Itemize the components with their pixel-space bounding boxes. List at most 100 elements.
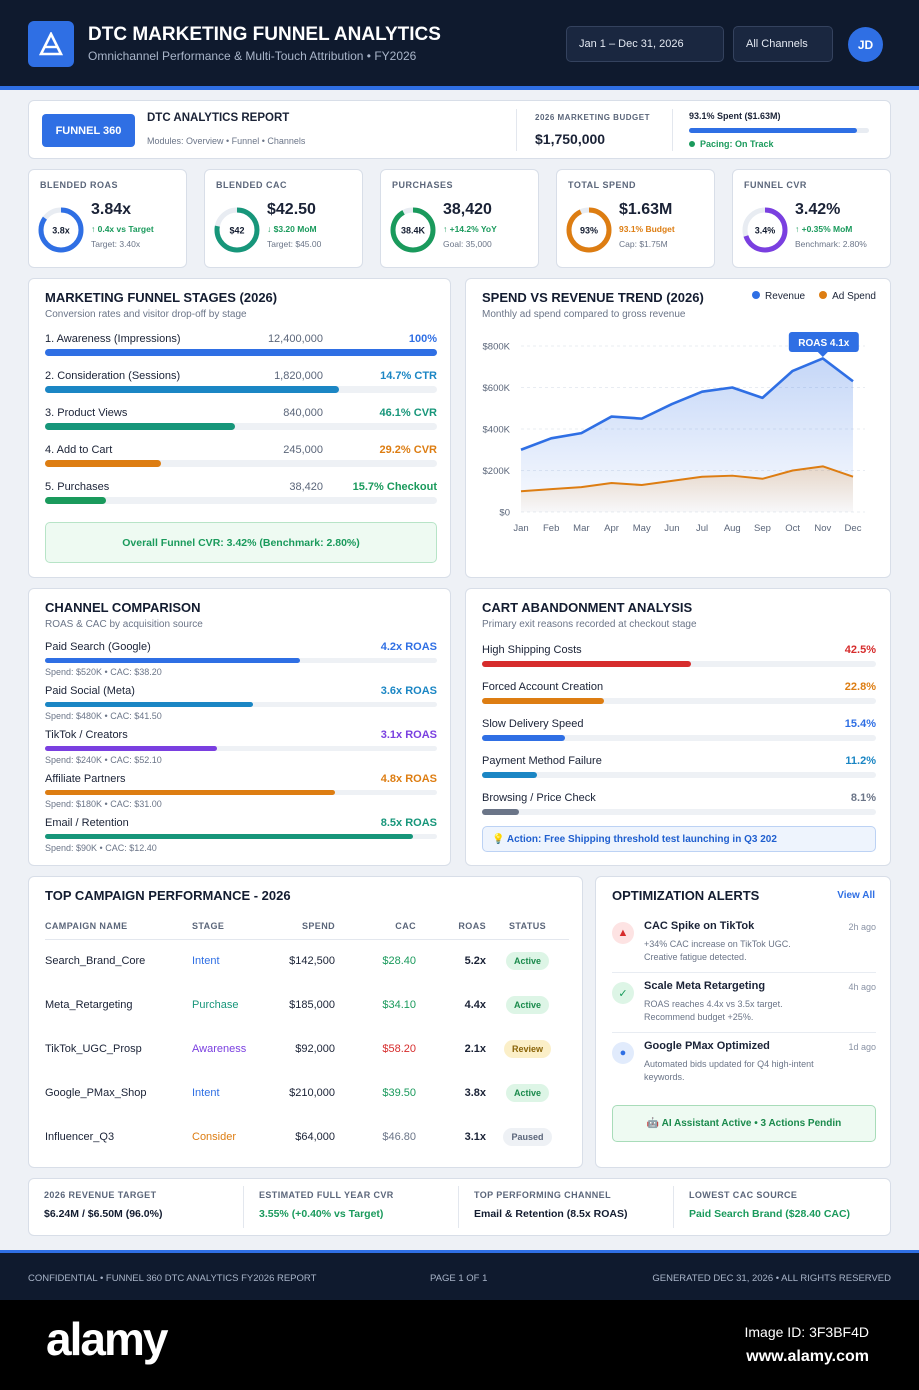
x-tick-label: Apr	[604, 523, 619, 534]
table-row[interactable]: Google_PMax_Shop Intent $210,000 $39.50 3.8x…	[45, 1071, 569, 1115]
campaign-name: Meta_Retargeting	[45, 999, 133, 1011]
date-range-picker[interactable]: Jan 1 – Dec 31, 2026	[566, 26, 724, 62]
kpi-delta: 93.1% Budget	[619, 224, 675, 234]
x-tick-label: Nov	[814, 523, 831, 534]
column-header[interactable]: CAMPAIGN NAME	[45, 913, 192, 940]
channel-name: Paid Social (Meta)	[45, 685, 135, 697]
funnel-bar	[45, 349, 437, 356]
funnel-stage-rate: 14.7% CTR	[380, 370, 437, 382]
x-tick-label: Sep	[754, 523, 771, 534]
cart-bar-track	[482, 661, 876, 667]
watermark-id: Image ID: 3F3BF4D	[744, 1324, 870, 1340]
funnel-stage-row[interactable]: 2. Consideration (Sessions) 1,820,000 14.7…	[45, 370, 437, 406]
funnel-stage-name: 3. Product Views	[45, 407, 128, 419]
table-row[interactable]: TikTok_UGC_Prosp Awareness $92,000 $58.20 2.…	[45, 1027, 569, 1071]
x-tick-label: Feb	[543, 523, 559, 534]
cart-reason-row[interactable]: High Shipping Costs 42.5%	[482, 644, 876, 680]
y-tick-label: $600K	[483, 383, 511, 394]
kpi-delta: ↑ +14.2% YoY	[443, 224, 497, 234]
kpi-ring-fill	[214, 207, 260, 253]
kpi-card[interactable]: PURCHASES 38.4K 38,420 ↑ +14.2% YoY Goal: 35…	[380, 169, 539, 268]
channel-row[interactable]: Email / Retention 8.5x ROAS Spend: $90K • …	[45, 817, 437, 861]
kpi-card[interactable]: BLENDED CAC $42 $42.50 ↓ $3.20 MoM Target: $…	[204, 169, 363, 268]
funnel-stage-name: 2. Consideration (Sessions)	[45, 370, 181, 382]
channel-filter-select[interactable]: All Channels	[733, 26, 833, 62]
divider	[516, 109, 517, 151]
status-badge[interactable]: Review	[503, 1040, 552, 1058]
channel-row[interactable]: Paid Social (Meta) 3.6x ROAS Spend: $480K …	[45, 685, 437, 729]
series-area-0	[521, 358, 853, 512]
footer-stat-value: Paid Search Brand ($28.40 CAC)	[689, 1208, 851, 1220]
channel-row[interactable]: Paid Search (Google) 4.2x ROAS Spend: $520…	[45, 641, 437, 685]
campaign-cac: $28.40	[382, 955, 416, 968]
user-avatar[interactable]: JD	[848, 27, 883, 62]
ai-assistant-box[interactable]: 🤖 AI Assistant Active • 3 Actions Pendin	[612, 1105, 876, 1142]
kpi-ring: 3.4%	[742, 207, 788, 253]
alert-item[interactable]: ● Google PMax Optimized 1d ago Automated bi…	[612, 1040, 876, 1096]
kpi-card[interactable]: FUNNEL CVR 3.4% 3.42% ↑ +0.35% MoM Benchmark…	[732, 169, 891, 268]
footer-center: PAGE 1 OF 1	[430, 1273, 488, 1284]
cart-reason-pct: 15.4%	[844, 718, 876, 730]
campaign-stage: Intent	[192, 955, 220, 968]
kpi-card[interactable]: TOTAL SPEND 93% $1.63M 93.1% Budget Cap: $1.…	[556, 169, 715, 268]
alerts-card: OPTIMIZATION ALERTS View All 🤖 AI Assist…	[595, 876, 891, 1168]
status-badge[interactable]: Active	[505, 952, 549, 971]
channel-roas: 4.8x ROAS	[380, 773, 437, 785]
funnel-stage-row[interactable]: 1. Awareness (Impressions) 12,400,000 100%	[45, 333, 437, 369]
cart-action-box[interactable]: 💡 Action: Free Shipping threshold test l…	[482, 826, 876, 852]
cart-reason-row[interactable]: Forced Account Creation 22.8%	[482, 681, 876, 717]
kpi-value: 38,420	[443, 201, 492, 218]
cart-reason-row[interactable]: Browsing / Price Check 8.1%	[482, 792, 876, 828]
view-all-link[interactable]: View All	[837, 890, 875, 901]
funnel-stage-count: 38,420	[289, 481, 323, 493]
status-badge[interactable]: Paused	[503, 1128, 552, 1146]
funnel-title: MARKETING FUNNEL STAGES (2026)	[45, 290, 278, 305]
funnel-stage-row[interactable]: 4. Add to Cart 245,000 29.2% CVR	[45, 444, 437, 480]
pacing-status: Pacing: On Track	[689, 139, 774, 149]
roas-annotation: ROAS 4.1x	[798, 338, 850, 349]
cart-subtitle: Primary exit reasons recorded at checkou…	[482, 619, 697, 630]
cart-bar-track	[482, 735, 876, 741]
kpi-target: Target: $45.00	[267, 239, 322, 249]
funnel-logo-icon[interactable]	[28, 21, 74, 67]
column-header[interactable]: SPEND	[262, 913, 335, 940]
divider	[612, 972, 876, 973]
channel-row[interactable]: Affiliate Partners 4.8x ROAS Spend: $180K …	[45, 773, 437, 817]
alert-item[interactable]: ✓ Scale Meta Retargeting 4h ago ROAS reache…	[612, 980, 876, 1036]
funnel-stage-rate: 100%	[408, 333, 437, 345]
funnel-stage-row[interactable]: 5. Purchases 38,420 15.7% Checkout	[45, 481, 437, 517]
cart-bar	[482, 735, 565, 741]
kpi-card[interactable]: BLENDED ROAS 3.8x 3.84x ↑ 0.4x vs Target Tar…	[28, 169, 187, 268]
divider	[243, 1186, 244, 1228]
alert-title: Scale Meta Retargeting	[644, 980, 766, 992]
y-tick-label: $0	[499, 508, 510, 519]
y-tick-label: $800K	[483, 342, 511, 353]
column-header[interactable]: STAGE	[192, 913, 262, 940]
alert-item[interactable]: ▲ CAC Spike on TikTok 2h ago +34% CAC incre…	[612, 920, 876, 976]
column-header[interactable]: STATUS	[486, 913, 569, 940]
funnel-subtitle: Conversion rates and visitor drop-off by…	[45, 309, 247, 320]
table-row[interactable]: Search_Brand_Core Intent $142,500 $28.40 5.2…	[45, 939, 569, 983]
funnel-stage-row[interactable]: 3. Product Views 840,000 46.1% CVR	[45, 407, 437, 443]
cart-reason-row[interactable]: Payment Method Failure 11.2%	[482, 755, 876, 791]
campaign-stage: Intent	[192, 1087, 220, 1099]
column-header[interactable]: ROAS	[416, 913, 486, 940]
column-header[interactable]: CAC	[335, 913, 416, 940]
kpi-label: BLENDED CAC	[216, 180, 288, 190]
status-badge[interactable]: Active	[505, 1084, 549, 1102]
channel-spend: Spend: $520K • CAC: $38.20	[45, 667, 162, 677]
table-row[interactable]: Meta_Retargeting Purchase $185,000 $34.10 4.…	[45, 983, 569, 1027]
funnel360-button[interactable]: FUNNEL 360	[42, 114, 135, 147]
campaign-status-cell: Paused	[486, 1115, 569, 1159]
x-tick-label: May	[633, 523, 651, 534]
channel-row[interactable]: TikTok / Creators 3.1x ROAS Spend: $240K •…	[45, 729, 437, 773]
info-dot-icon: ●	[612, 1042, 634, 1064]
funnel-card: MARKETING FUNNEL STAGES (2026) Conversio…	[28, 278, 451, 578]
status-badge[interactable]: Active	[505, 996, 549, 1014]
channel-name: Affiliate Partners	[45, 773, 126, 785]
cart-reason-row[interactable]: Slow Delivery Speed 15.4%	[482, 718, 876, 754]
kpi-delta: ↓ $3.20 MoM	[267, 224, 317, 234]
channel-roas: 3.1x ROAS	[380, 729, 437, 741]
funnel-bar	[45, 386, 339, 393]
table-row[interactable]: Influencer_Q3 Consider $64,000 $46.80 3.1x Pa…	[45, 1115, 569, 1159]
